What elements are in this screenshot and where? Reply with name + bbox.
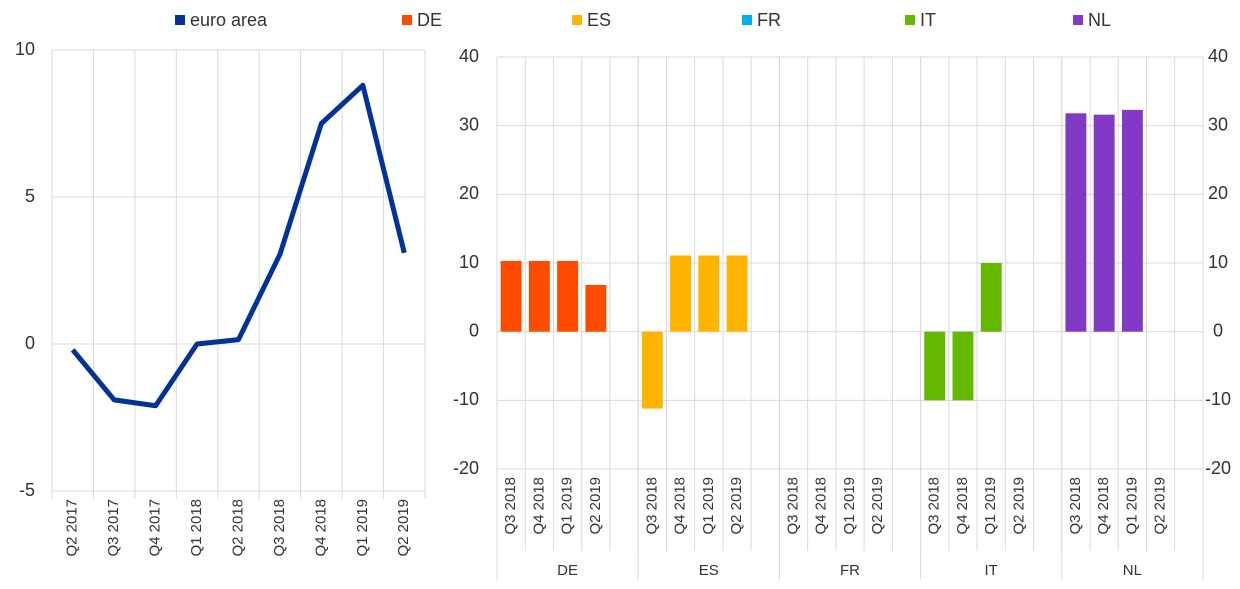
legend-label: IT [920,10,936,30]
bar [1121,109,1143,332]
legend-label: euro area [190,10,268,30]
y2-tick-label: 10 [1208,252,1228,272]
legend-swatch [742,15,752,25]
bar [670,255,692,332]
x-tick-label: Q2 2019 [395,499,412,557]
y2-tick-label: 0 [1213,320,1223,340]
y-tick-label: 40 [459,46,479,66]
y-tick-label: -10 [453,389,479,409]
x-tick-label: Q4 2018 [312,499,329,557]
y2-tick-label: -10 [1205,389,1231,409]
y-tick-label: 5 [25,186,35,206]
bar [585,284,607,332]
legend-swatch [905,15,915,25]
x-tick-label: Q2 2019 [1152,477,1169,535]
y2-tick-label: 30 [1208,114,1228,134]
bar [557,260,579,332]
group-label: NL [1123,562,1142,579]
x-tick-label: Q4 2018 [530,477,547,535]
x-tick-label: Q1 2019 [559,477,576,535]
x-tick-label: Q2 2019 [1010,477,1027,535]
legend-swatch [1073,15,1083,25]
x-tick-label: Q1 2019 [982,477,999,535]
y2-tick-label: 40 [1208,46,1228,66]
bar [952,331,974,401]
line-series [70,82,407,409]
y2-tick-label: 20 [1208,183,1228,203]
bar [528,260,550,332]
x-tick-label: Q3 2018 [271,499,288,557]
y-tick-label: -20 [453,458,479,478]
legend-label: DE [417,10,442,30]
x-tick-label: Q1 2019 [841,477,858,535]
x-tick-label: Q1 2019 [354,499,371,557]
x-tick-label: Q1 2019 [700,477,717,535]
bar [924,331,946,401]
y-tick-label: 20 [459,183,479,203]
x-tick-label: Q2 2019 [587,477,604,535]
x-tick-label: Q2 2019 [728,477,745,535]
bar [641,331,663,409]
bar [980,263,1002,332]
legend-label: ES [587,10,611,30]
group-label: IT [985,562,998,579]
x-tick-label: Q4 2018 [1095,477,1112,535]
x-tick-label: Q1 2019 [1123,477,1140,535]
x-tick-label: Q3 2018 [784,477,801,535]
y-tick-label: -5 [19,480,35,500]
x-tick-label: Q3 2017 [105,499,122,557]
legend-swatch [402,15,412,25]
bar [1065,113,1087,332]
bar [698,255,720,332]
y-tick-label: 10 [15,39,35,59]
x-tick-label: Q2 2018 [229,499,246,557]
y-tick-label: 10 [459,252,479,272]
group-label: ES [699,562,719,579]
x-tick-label: Q2 2019 [869,477,886,535]
x-tick-label: Q3 2018 [643,477,660,535]
legend-label: NL [1088,10,1111,30]
x-tick-label: Q1 2018 [188,499,205,557]
bar [726,255,748,332]
y2-tick-label: -20 [1205,458,1231,478]
legend-label: FR [757,10,781,30]
bar [1093,114,1115,332]
bar [500,260,522,332]
x-tick-label: Q3 2018 [926,477,943,535]
x-tick-label: Q4 2018 [672,477,689,535]
x-tick-label: Q3 2018 [1067,477,1084,535]
x-tick-label: Q4 2017 [147,499,164,557]
x-tick-label: Q4 2018 [954,477,971,535]
y-tick-label: 0 [469,320,479,340]
x-tick-label: Q2 2017 [64,499,81,557]
legend-swatch [175,15,185,25]
x-tick-label: Q4 2018 [813,477,830,535]
y-tick-label: 30 [459,114,479,134]
y-tick-label: 0 [25,333,35,353]
group-label: DE [557,562,578,579]
x-tick-label: Q3 2018 [502,477,519,535]
legend-swatch [572,15,582,25]
group-label: FR [840,562,860,579]
